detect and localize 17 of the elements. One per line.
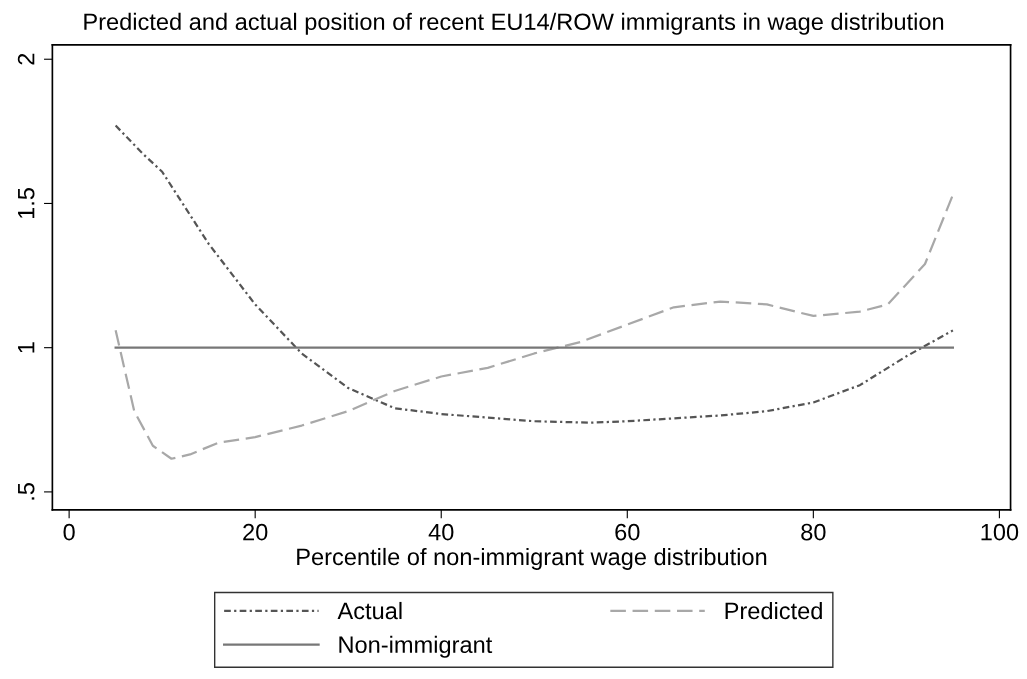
y-tick-label: 1.5 [18, 188, 35, 219]
y-tick-label: 1 [18, 342, 35, 353]
legend-label: Actual [337, 601, 402, 620]
y-tick-label: 2 [17, 53, 35, 65]
legend-label: Non-immigrant [339, 635, 493, 658]
line-series [114, 124, 954, 424]
x-tick-label: 80 [801, 523, 826, 541]
legend-label: Predicted [725, 601, 822, 620]
x-tick-label: 0 [63, 523, 75, 541]
x-axis-title: Percentile of non-immigrant wage distribution [297, 547, 767, 570]
line-series [114, 193, 954, 460]
chart-title: Predicted and actual position of recent EU14/ROW immigrants in wage distribution [84, 12, 944, 35]
x-tick-label: 20 [243, 523, 268, 541]
x-tick-label: 60 [615, 523, 640, 541]
y-tick-label: .5 [18, 483, 35, 500]
x-tick-label: 100 [981, 523, 1019, 541]
x-tick-label: 40 [428, 523, 454, 541]
